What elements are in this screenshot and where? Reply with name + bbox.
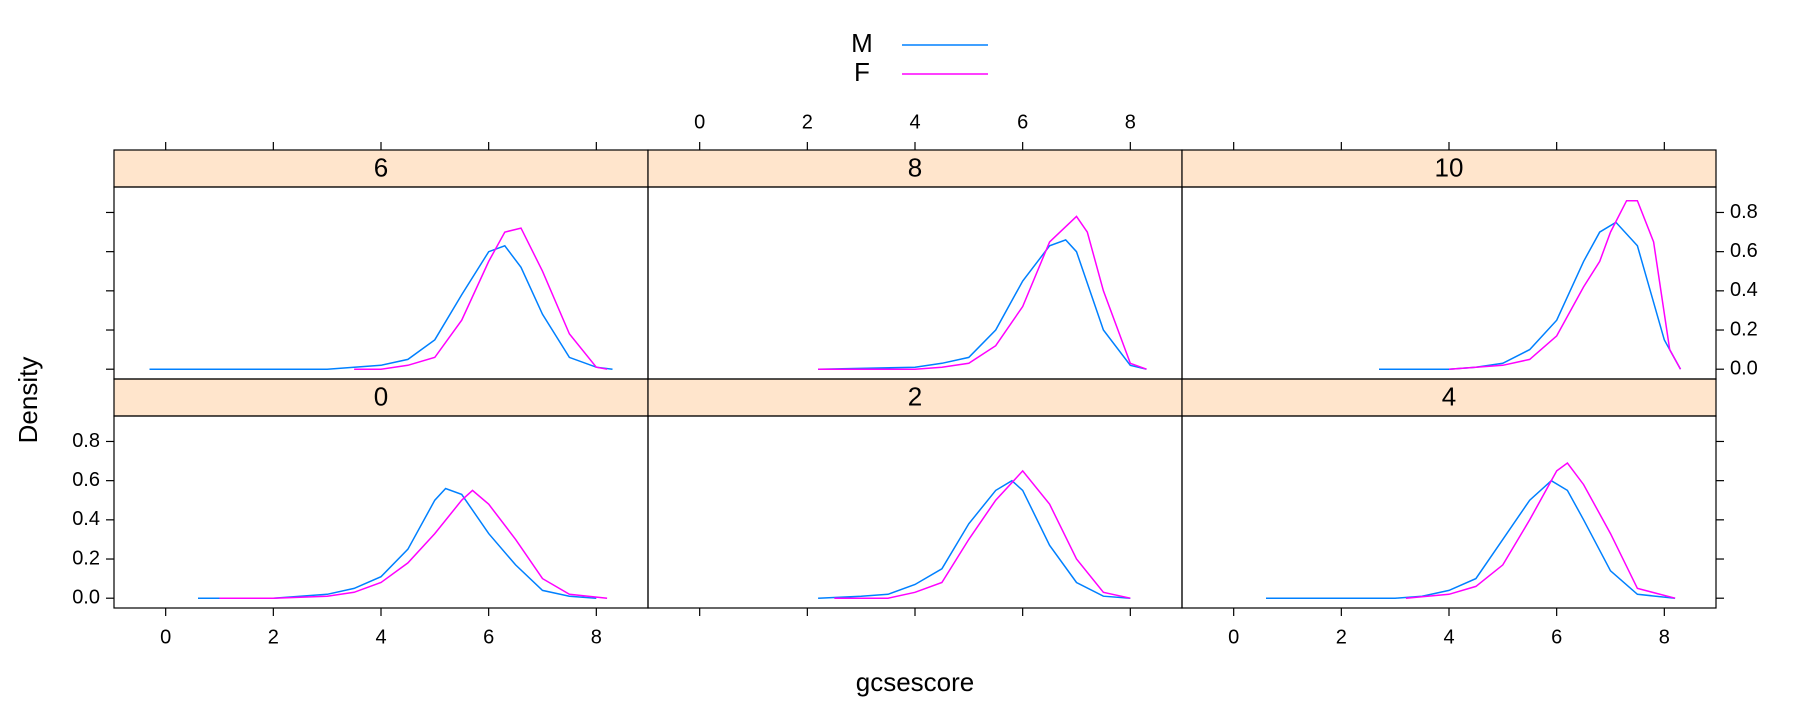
density-line: [834, 469, 1131, 599]
strip-label: 10: [1435, 152, 1464, 182]
y-tick-label: 0.0: [72, 586, 100, 608]
legend-label: M: [851, 28, 873, 58]
x-tick-label: 6: [1551, 626, 1562, 648]
x-tick-label: 6: [483, 626, 494, 648]
panel: [113, 415, 649, 609]
density-line: [1266, 479, 1676, 599]
strip: [113, 378, 649, 417]
x-tick-label: 8: [591, 626, 602, 648]
x-tick-label: 0: [694, 111, 705, 133]
x-tick-label: 4: [1443, 626, 1454, 648]
y-tick-label: 0.4: [1730, 279, 1758, 301]
y-tick-label: 0.0: [1730, 357, 1758, 379]
panel: [647, 415, 1183, 609]
density-line: [818, 479, 1131, 599]
x-tick-label: 0: [1228, 626, 1239, 648]
x-tick-label: 2: [1336, 626, 1347, 648]
y-axis-title: Density: [13, 357, 43, 444]
density-line: [198, 487, 597, 599]
panel: [1181, 415, 1717, 609]
density-line: [1448, 199, 1682, 370]
density-line: [219, 489, 608, 599]
x-tick-label: 4: [909, 111, 920, 133]
panel: [1181, 186, 1717, 380]
x-tick-label: 2: [802, 111, 813, 133]
strip: [647, 149, 1183, 188]
legend-label: F: [854, 57, 870, 87]
panel: [113, 186, 649, 380]
density-line: [1405, 461, 1676, 599]
density-line: [1379, 221, 1682, 370]
y-tick-label: 0.6: [72, 469, 100, 491]
y-tick-label: 0.2: [72, 547, 100, 569]
strip: [1181, 378, 1717, 417]
x-tick-label: 4: [375, 626, 386, 648]
density-line: [818, 239, 1147, 370]
strip-label: 0: [374, 381, 388, 411]
y-tick-label: 0.4: [72, 508, 100, 530]
density-line: [149, 244, 613, 370]
strip-label: 2: [908, 381, 922, 411]
density-line: [354, 227, 608, 370]
x-tick-label: 0: [160, 626, 171, 648]
y-tick-label: 0.8: [72, 430, 100, 452]
x-axis-title: gcsescore: [856, 667, 975, 697]
x-tick-label: 8: [1125, 111, 1136, 133]
y-tick-label: 0.8: [1730, 201, 1758, 223]
y-tick-label: 0.2: [1730, 318, 1758, 340]
x-tick-label: 2: [268, 626, 279, 648]
strip-label: 4: [1442, 381, 1456, 411]
x-tick-label: 6: [1017, 111, 1028, 133]
y-tick-label: 0.6: [1730, 240, 1758, 262]
strip-label: 6: [374, 152, 388, 182]
x-tick-label: 8: [1659, 626, 1670, 648]
strip-label: 8: [908, 152, 922, 182]
density-line: [818, 215, 1147, 370]
